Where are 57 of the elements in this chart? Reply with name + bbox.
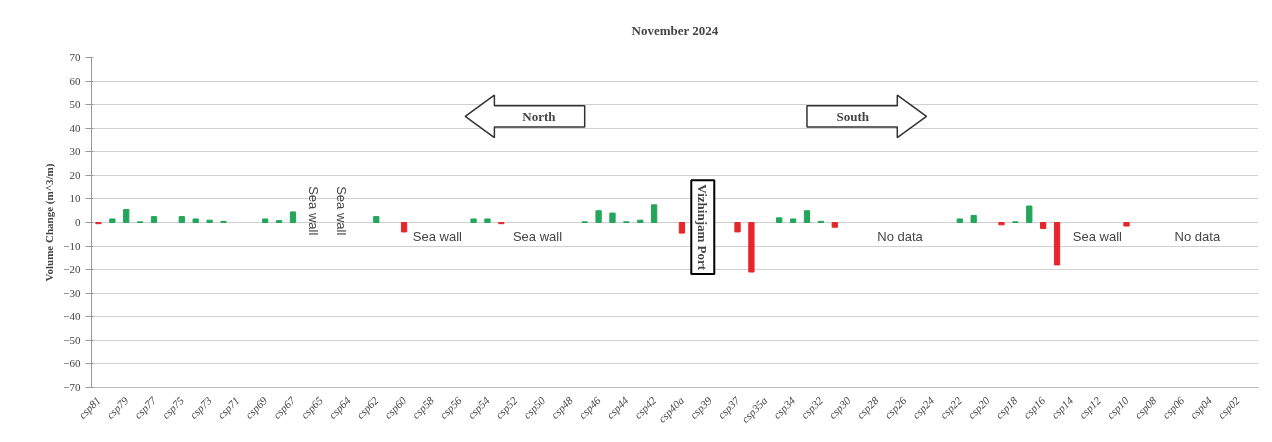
y-tick-label: −70 — [63, 381, 81, 393]
annotation: No data — [877, 229, 924, 245]
bar — [678, 222, 686, 234]
bar — [470, 218, 477, 223]
bar — [1040, 222, 1047, 229]
bar — [734, 222, 741, 233]
bar — [1123, 222, 1130, 227]
chart-title: November 2024 — [631, 22, 719, 38]
annotation: Sea wall — [1072, 229, 1123, 245]
annotation: Sea wall — [512, 229, 563, 245]
bar — [178, 216, 185, 223]
bar — [206, 219, 213, 223]
y-tick-label: 70 — [69, 51, 81, 63]
bar — [484, 218, 491, 223]
y-tick-label: 60 — [69, 74, 81, 87]
y-tick-label: 20 — [69, 168, 81, 181]
annotation: South — [836, 108, 870, 124]
y-tick-label: −50 — [63, 333, 81, 346]
bar — [109, 218, 116, 223]
bar — [1053, 222, 1061, 266]
annotation: Vizhinjam Port — [695, 184, 711, 271]
annotation: Sea wall — [412, 229, 463, 245]
y-tick-label: 40 — [69, 121, 81, 134]
bar — [595, 210, 602, 223]
y-tick-label: −60 — [63, 357, 81, 370]
bar — [776, 217, 783, 223]
bar — [289, 211, 297, 223]
y-tick-label: 50 — [69, 98, 81, 111]
bar — [956, 218, 963, 223]
bar — [192, 218, 199, 223]
y-tick-label: −40 — [63, 310, 81, 323]
annotation: North — [522, 108, 557, 124]
annotation: Sea wall — [306, 186, 322, 236]
bar — [373, 216, 380, 223]
bar — [651, 204, 658, 223]
bar — [1026, 205, 1033, 223]
bar — [123, 209, 130, 223]
annotation: Sea wall — [334, 186, 350, 236]
y-tick-label: 30 — [69, 145, 81, 158]
y-tick-label: −30 — [63, 286, 81, 299]
bar — [150, 216, 158, 223]
y-axis-title: Volume Change (m^3/m) — [43, 163, 57, 282]
y-tick-label: 10 — [69, 192, 81, 205]
bar — [262, 218, 269, 223]
bar — [803, 210, 811, 223]
bar — [970, 214, 977, 223]
y-tick-label: −10 — [63, 239, 81, 252]
annotation: No data — [1174, 229, 1221, 245]
y-tick-label: −20 — [63, 263, 81, 276]
bar — [998, 222, 1005, 226]
bar — [609, 212, 616, 223]
y-tick-label: 0 — [75, 216, 81, 228]
bar — [400, 222, 408, 233]
bar — [831, 222, 838, 228]
bar — [748, 222, 755, 273]
bar — [789, 218, 797, 223]
bar — [637, 219, 644, 223]
